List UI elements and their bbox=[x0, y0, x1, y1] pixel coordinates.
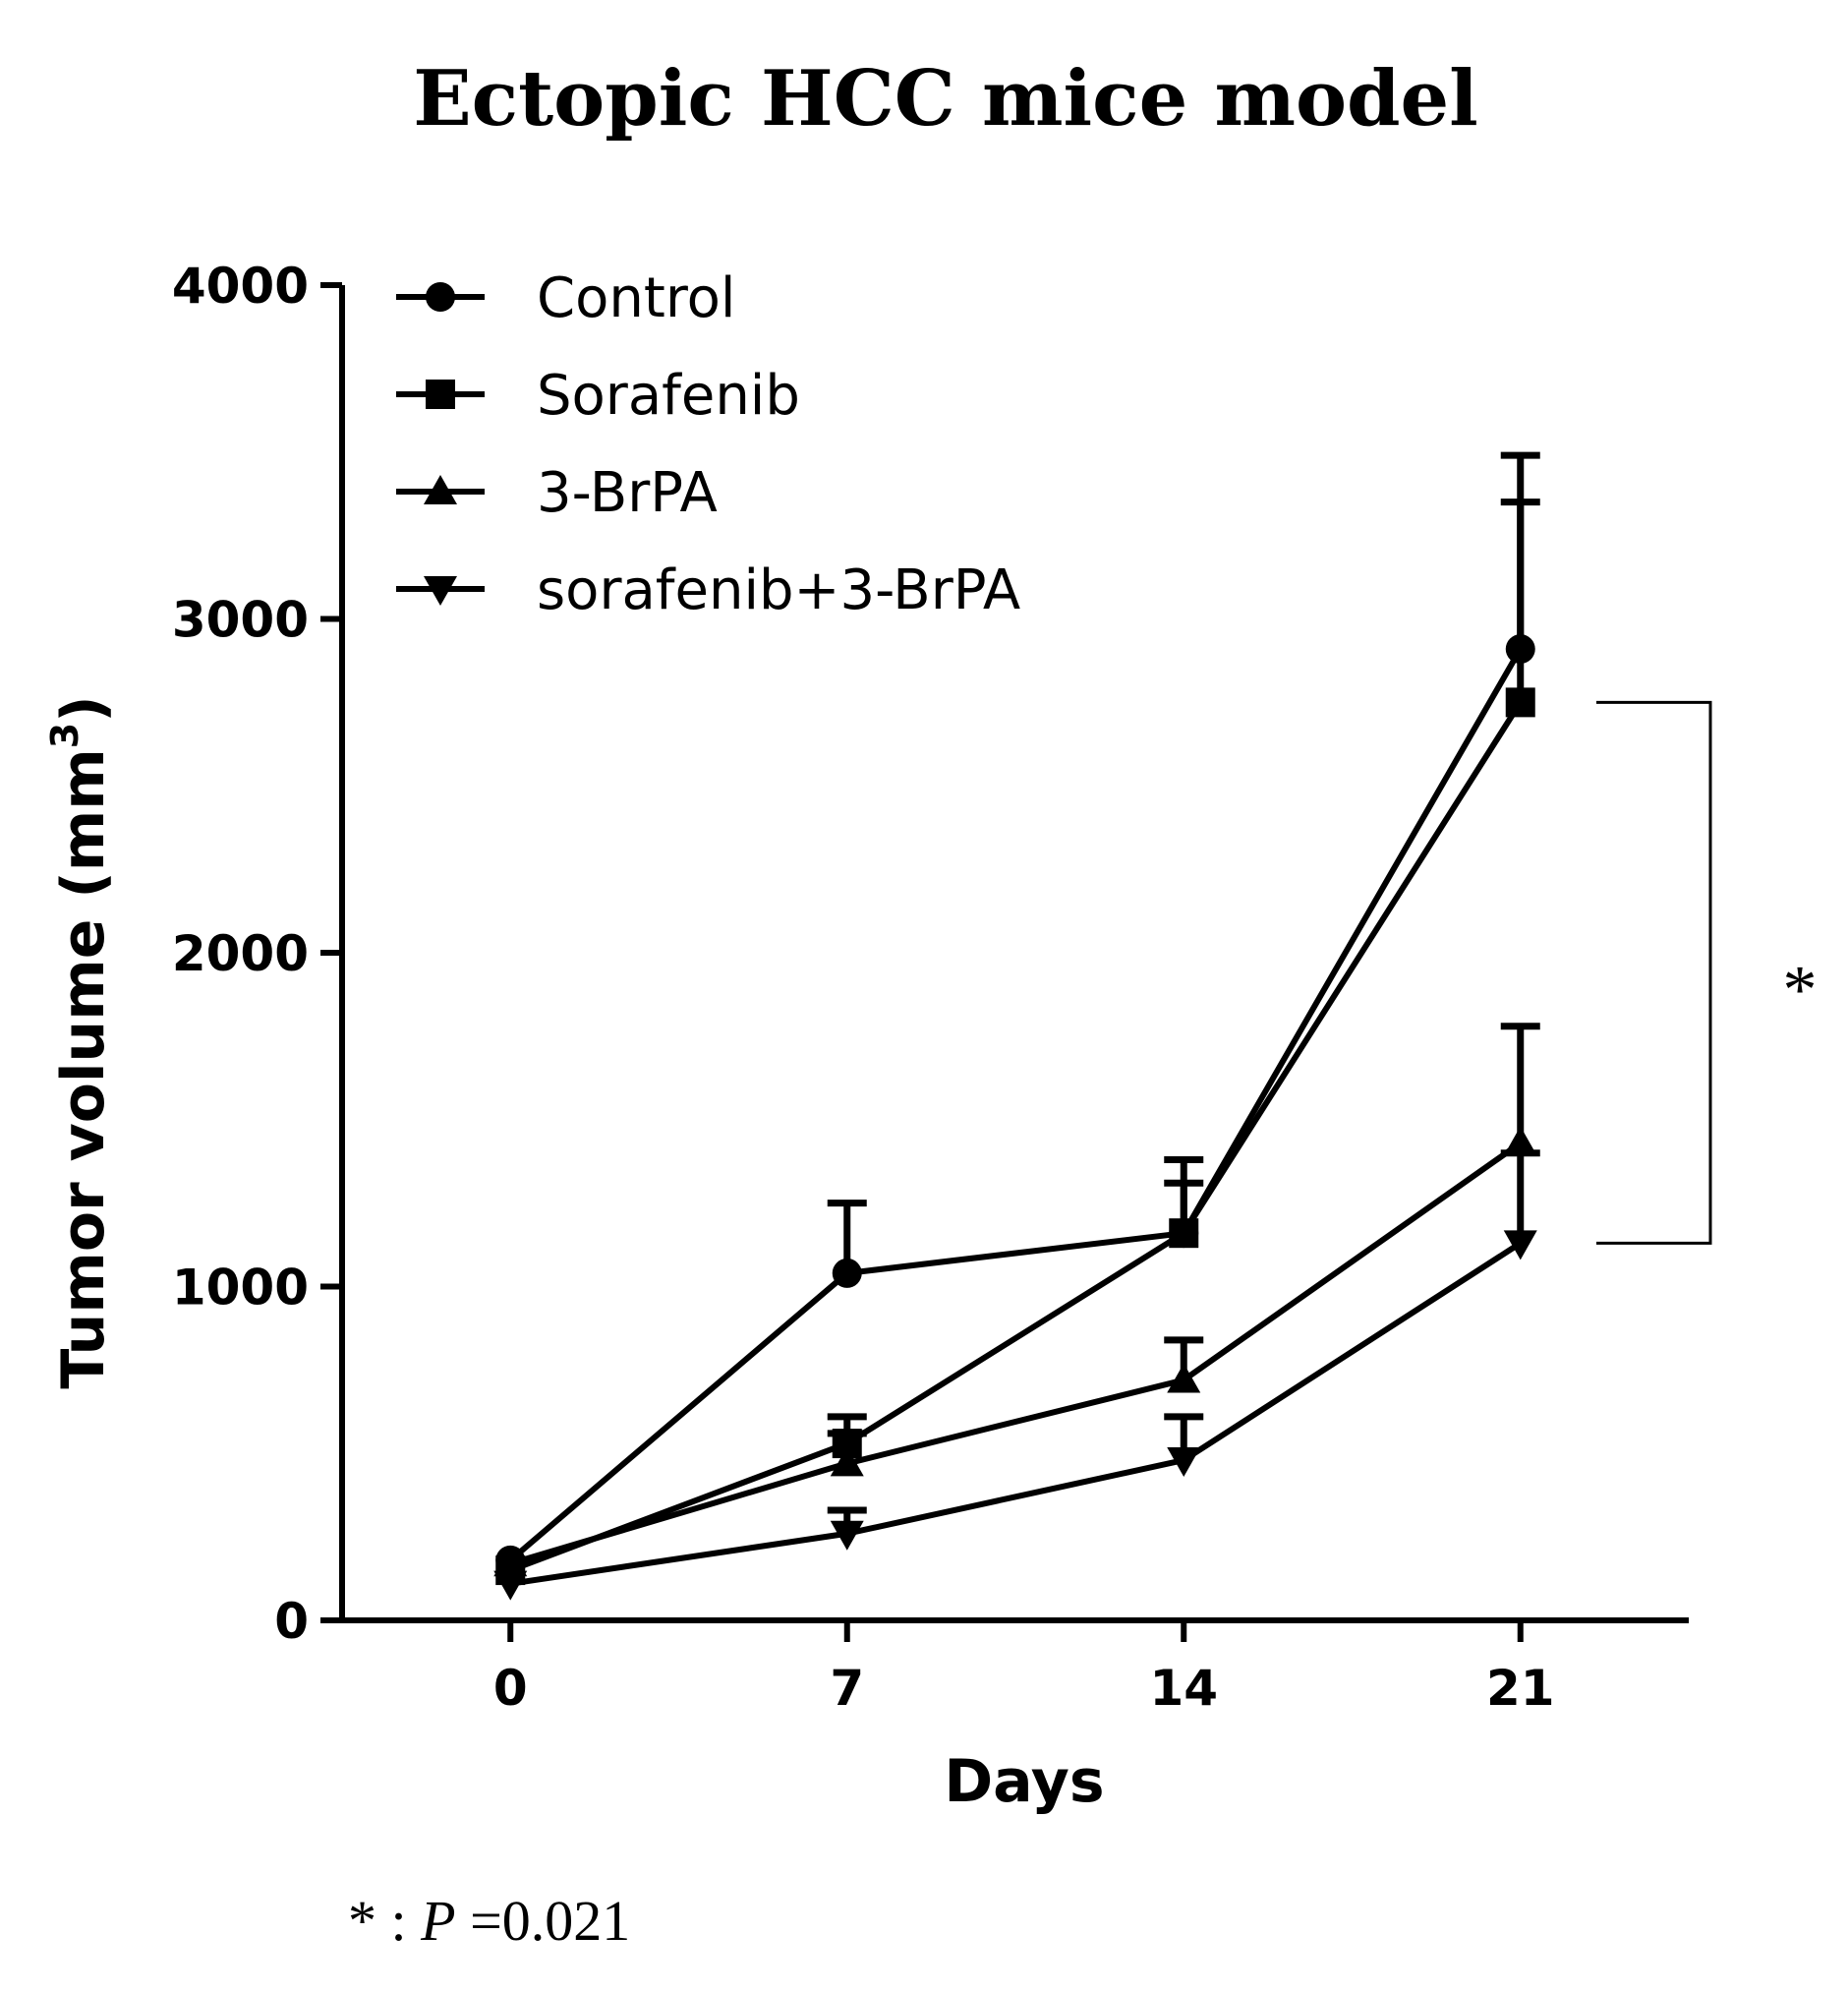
data-point bbox=[493, 1570, 528, 1601]
y-tick-label: 2000 bbox=[172, 925, 309, 982]
chart-title: Ectopic HCC mice model bbox=[413, 54, 1478, 144]
data-point bbox=[832, 1258, 862, 1288]
legend-item: Control bbox=[396, 266, 735, 330]
legend-marker bbox=[426, 380, 455, 409]
series-line bbox=[508, 647, 1524, 1563]
y-tick-label: 1000 bbox=[172, 1260, 309, 1317]
footnote: * : P =0.021 bbox=[348, 1889, 630, 1953]
footnote-colon: : bbox=[376, 1889, 421, 1953]
legend-item: Sorafenib bbox=[396, 364, 800, 428]
y-tick-label: 3000 bbox=[172, 592, 309, 649]
footnote-value: =0.021 bbox=[456, 1889, 631, 1953]
legend-label: sorafenib+3-BrPA bbox=[537, 558, 1020, 622]
significance-star: * bbox=[1783, 952, 1818, 1027]
data-point bbox=[830, 1446, 864, 1477]
data-point bbox=[1505, 687, 1535, 718]
legend-marker bbox=[424, 475, 457, 504]
data-point bbox=[830, 1520, 864, 1551]
data-point bbox=[1169, 1218, 1199, 1249]
legend-marker bbox=[426, 282, 455, 312]
y-axis-label: Tumor volume (mm3) bbox=[43, 695, 118, 1388]
series-line bbox=[509, 700, 1524, 1573]
legend: Control Sorafenib 3-BrPA sorafenib+3-BrPA bbox=[396, 266, 1020, 622]
bracket-line bbox=[1596, 700, 1712, 1245]
footnote-p: P bbox=[420, 1889, 455, 1953]
series-line bbox=[509, 1240, 1523, 1587]
series-2 bbox=[493, 1023, 1540, 1577]
significance-bracket: * bbox=[1596, 700, 1818, 1245]
y-axis-label-text: Tumor volume (mm bbox=[49, 748, 118, 1388]
series-layer bbox=[493, 451, 1540, 1601]
legend-item: 3-BrPA bbox=[396, 461, 718, 525]
legend-marker bbox=[424, 576, 457, 606]
legend-label: Sorafenib bbox=[537, 364, 800, 428]
y-tick-label: 4000 bbox=[172, 258, 309, 315]
data-point bbox=[1167, 1447, 1201, 1478]
footnote-star: * bbox=[348, 1889, 376, 1953]
x-tick-label: 14 bbox=[1149, 1660, 1218, 1717]
x-tick-label: 0 bbox=[493, 1660, 528, 1717]
data-point bbox=[493, 1547, 528, 1577]
y-axis-label-superscript: 3 bbox=[43, 723, 87, 748]
x-tick-label: 21 bbox=[1486, 1660, 1555, 1717]
y-axis-ticks: 0 1000 2000 3000 4000 bbox=[172, 258, 342, 1650]
data-point bbox=[1503, 1230, 1537, 1260]
x-axis-label: Days bbox=[944, 1747, 1104, 1816]
series-line bbox=[509, 1141, 1523, 1567]
series-3 bbox=[493, 1149, 1540, 1601]
x-axis-ticks: 0 7 14 21 bbox=[493, 1620, 1555, 1717]
x-tick-label: 7 bbox=[830, 1660, 864, 1717]
data-point bbox=[1503, 1126, 1537, 1156]
y-tick-label: 0 bbox=[274, 1593, 309, 1650]
legend-label: 3-BrPA bbox=[537, 461, 718, 525]
data-point bbox=[1167, 1363, 1201, 1393]
legend-item: sorafenib+3-BrPA bbox=[396, 558, 1020, 622]
legend-label: Control bbox=[537, 266, 735, 330]
series-0 bbox=[495, 451, 1540, 1575]
y-axis-label-close: ) bbox=[49, 695, 118, 722]
